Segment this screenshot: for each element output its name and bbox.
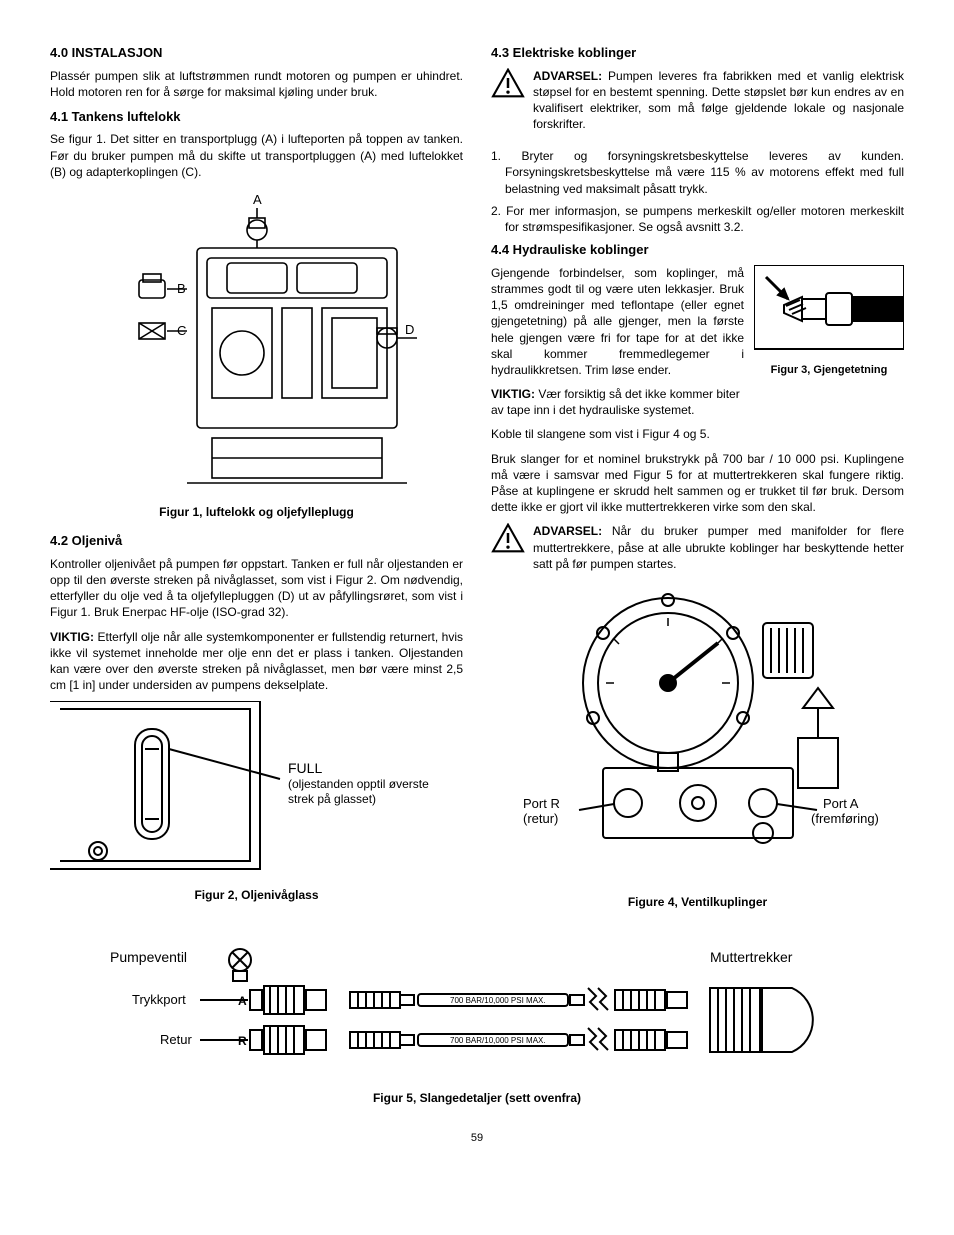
fig1-label-c: C [177,323,186,338]
fig1-label-d: D [405,322,414,337]
fig5-hose-a: 700 BAR/10,000 PSI MAX. [450,996,546,1005]
figure-1-caption: Figur 1, luftelokk og oljefylleplugg [50,504,463,520]
list-item-1: 1. Bryter og forsyningskretsbeskyttelse … [491,148,904,197]
viktig-label-1: VIKTIG: [50,630,94,644]
figure-2: FULL (oljestanden opptil øverste strek p… [50,701,463,881]
figure-5: Pumpeventil Trykkport Retur A R 700 BAR/… [50,940,904,1106]
fig4-portR: Port R [523,796,560,811]
fig5-r: R [238,1034,247,1048]
advarsel-label-2: ADVARSEL: [533,524,602,538]
para-4-4-2: VIKTIG: Vær forsiktig så det ikke kommer… [491,386,904,418]
para-4-2-1: Kontroller oljenivået på pumpen før opps… [50,556,463,621]
warning-icon [491,523,525,553]
figure-4-svg: Port R (retur) Port A (fremføring) [493,588,903,888]
fig4-portR-sub: (retur) [523,811,558,826]
figure-3-caption: Figur 3, Gjengetetning [754,363,904,378]
para-4-2-2: VIKTIG: Etterfyll olje når alle systemko… [50,629,463,694]
heading-4-2: 4.2 Oljenivå [50,532,463,550]
page-number: 59 [50,1131,904,1146]
list-item-2: 2. For mer informasjon, se pumpens merke… [491,203,904,235]
para-4-2-2-text: Etterfyll olje når alle systemkomponente… [50,630,463,693]
heading-4-0: 4.0 INSTALASJON [50,44,463,62]
heading-4-4: 4.4 Hydrauliske koblinger [491,241,904,259]
warning-2-text: ADVARSEL: Når du bruker pumper med manif… [533,523,904,572]
fig1-label-b: B [177,281,186,296]
figure-1: A B C D [50,188,463,498]
figure-4-caption: Figure 4, Ventilkuplinger [491,894,904,910]
fig5-a: A [238,994,247,1008]
warning-block-2: ADVARSEL: Når du bruker pumper med manif… [491,523,904,580]
fig1-label-a: A [253,192,262,207]
fig5-trykkport: Trykkport [132,992,186,1007]
figure-2-caption: Figur 2, Oljenivåglass [50,887,463,903]
heading-4-3: 4.3 Elektriske koblinger [491,44,904,62]
fig5-retur: Retur [160,1032,192,1047]
fig4-portA: Port A [823,796,859,811]
warning-1-text: ADVARSEL: Pumpen leveres fra fabrikken m… [533,68,904,133]
figure-4: Port R (retur) Port A (fremføring) [491,588,904,888]
figure-1-svg: A B C D [77,188,437,498]
figure-3-svg [754,265,904,355]
fig4-portA-sub: (fremføring) [811,811,879,826]
para-4-1-1: Se figur 1. Det sitter en transportplugg… [50,131,463,180]
fig2-full-label: FULL [288,760,322,776]
warning-icon [491,68,525,98]
warning-block-1: ADVARSEL: Pumpen leveres fra fabrikken m… [491,68,904,141]
right-column: 4.3 Elektriske koblinger ADVARSEL: Pumpe… [491,40,904,922]
figure-5-svg: Pumpeventil Trykkport Retur A R 700 BAR/… [50,940,900,1080]
fig5-pumpeventil: Pumpeventil [110,949,187,965]
fig5-hose-r: 700 BAR/10,000 PSI MAX. [450,1036,546,1045]
para-4-0-1: Plassér pumpen slik at luftstrømmen rund… [50,68,463,100]
viktig-label-2: VIKTIG: [491,387,535,401]
para-4-4-4: Bruk slanger for et nominel brukstrykk p… [491,451,904,516]
fig5-muttertrekker: Muttertrekker [710,949,793,965]
advarsel-label-1: ADVARSEL: [533,69,602,83]
figure-2-svg: FULL (oljestanden opptil øverste strek p… [50,701,450,881]
figure-5-caption: Figur 5, Slangedetaljer (sett ovenfra) [50,1090,904,1106]
list-4-3: 1. Bryter og forsyningskretsbeskyttelse … [491,148,904,235]
figure-3: Figur 3, Gjengetetning [754,265,904,390]
fig2-full-sub: (oljestanden opptil øverste strek på gla… [288,777,438,807]
left-column: 4.0 INSTALASJON Plassér pumpen slik at l… [50,40,463,922]
heading-4-1: 4.1 Tankens luftelokk [50,108,463,126]
para-4-4-3: Koble til slangene som vist i Figur 4 og… [491,426,904,442]
